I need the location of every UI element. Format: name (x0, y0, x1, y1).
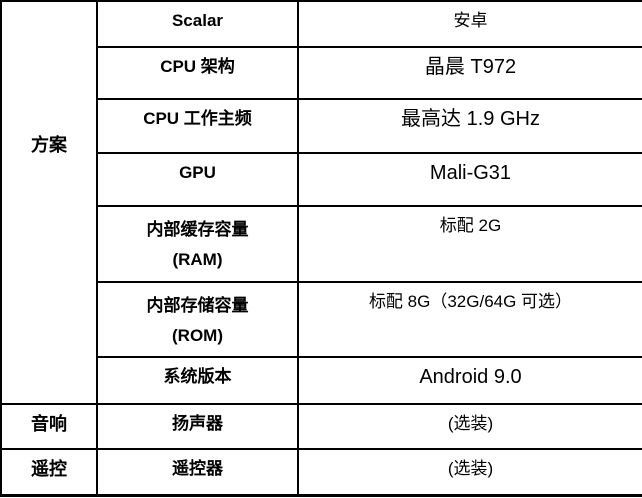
spec-label-text: 扬声器 (172, 414, 223, 433)
group-cell-audio: 音响 (0, 403, 98, 450)
spec-value-text: 标配 8G（32G/64G 可选） (368, 292, 573, 311)
spec-label-ram: 内部缓存容量 (RAM) (96, 205, 299, 283)
table-row: GPU Mali-G31 (1, 152, 642, 207)
spec-value-text: (选装) (447, 459, 494, 478)
spec-label-text: CPU 工作主频 (143, 109, 252, 128)
group-label: 方案 (31, 135, 67, 155)
spec-label-rom: 内部存储容量 (ROM) (96, 281, 299, 358)
spec-label-line2: (ROM) (172, 326, 223, 345)
spec-value-text: 最高达 1.9 GHz (401, 108, 540, 130)
spec-label-line2: (RAM) (172, 250, 223, 269)
spec-label-text: 遥控器 (172, 459, 223, 478)
spec-label-remote-control: 遥控器 (96, 448, 299, 497)
spec-label-gpu: GPU (96, 152, 299, 207)
group-cell-remote: 遥控 (0, 448, 98, 497)
table-row: 系统版本 Android 9.0 (1, 356, 642, 405)
spec-label-speaker: 扬声器 (96, 403, 299, 450)
table-row: CPU 架构 晶晨 T972 (1, 46, 642, 100)
table-row: 音响 扬声器 (选装) (0, 403, 642, 450)
spec-value-text: Android 9.0 (419, 366, 522, 388)
spec-value-cpu-freq: 最高达 1.9 GHz (297, 98, 642, 154)
table-row: CPU 工作主频 最高达 1.9 GHz (1, 98, 642, 154)
spec-value-text: 晶晨 T972 (424, 56, 517, 78)
spec-value-os: Android 9.0 (297, 356, 642, 405)
spec-label-line1: 内部缓存容量 (146, 220, 249, 239)
group-label: 音响 (31, 414, 67, 434)
spec-value-speaker: (选装) (297, 403, 642, 450)
spec-value-cpu-arch: 晶晨 T972 (297, 46, 642, 100)
table-row: 内部存储容量 (ROM) 标配 8G（32G/64G 可选） (1, 281, 642, 358)
spec-label-line1: 内部存储容量 (146, 296, 249, 315)
spec-value-rom: 标配 8G（32G/64G 可选） (297, 281, 642, 358)
spec-label-text: Scalar (171, 11, 224, 30)
group-label: 遥控 (31, 459, 67, 479)
spec-label-os: 系统版本 (96, 356, 299, 405)
table-row: 遥控 遥控器 (选装) (0, 448, 642, 497)
spec-value-ram: 标配 2G (297, 205, 642, 283)
spec-value-text: 标配 2G (439, 216, 502, 235)
spec-label-cpu-freq: CPU 工作主频 (96, 98, 299, 154)
table-row: 方案 Scalar 安卓 (0, 0, 642, 405)
spec-value-scalar: 安卓 (297, 0, 642, 48)
spec-label-text: GPU (179, 163, 216, 182)
spec-label-cpu-arch: CPU 架构 (96, 46, 299, 100)
spec-value-gpu: Mali-G31 (297, 152, 642, 207)
group-cell-solution: 方案 (0, 0, 98, 405)
spec-value-text: (选装) (447, 414, 494, 433)
spec-label-text: 系统版本 (163, 367, 232, 386)
spec-label-text: CPU 架构 (160, 57, 235, 76)
spec-value-text: Mali-G31 (429, 162, 512, 184)
spec-value-text: 安卓 (453, 11, 488, 30)
spec-value-remote-control: (选装) (297, 448, 642, 497)
table-row: 内部缓存容量 (RAM) 标配 2G (1, 205, 642, 283)
spec-label-scalar: Scalar (96, 0, 299, 48)
